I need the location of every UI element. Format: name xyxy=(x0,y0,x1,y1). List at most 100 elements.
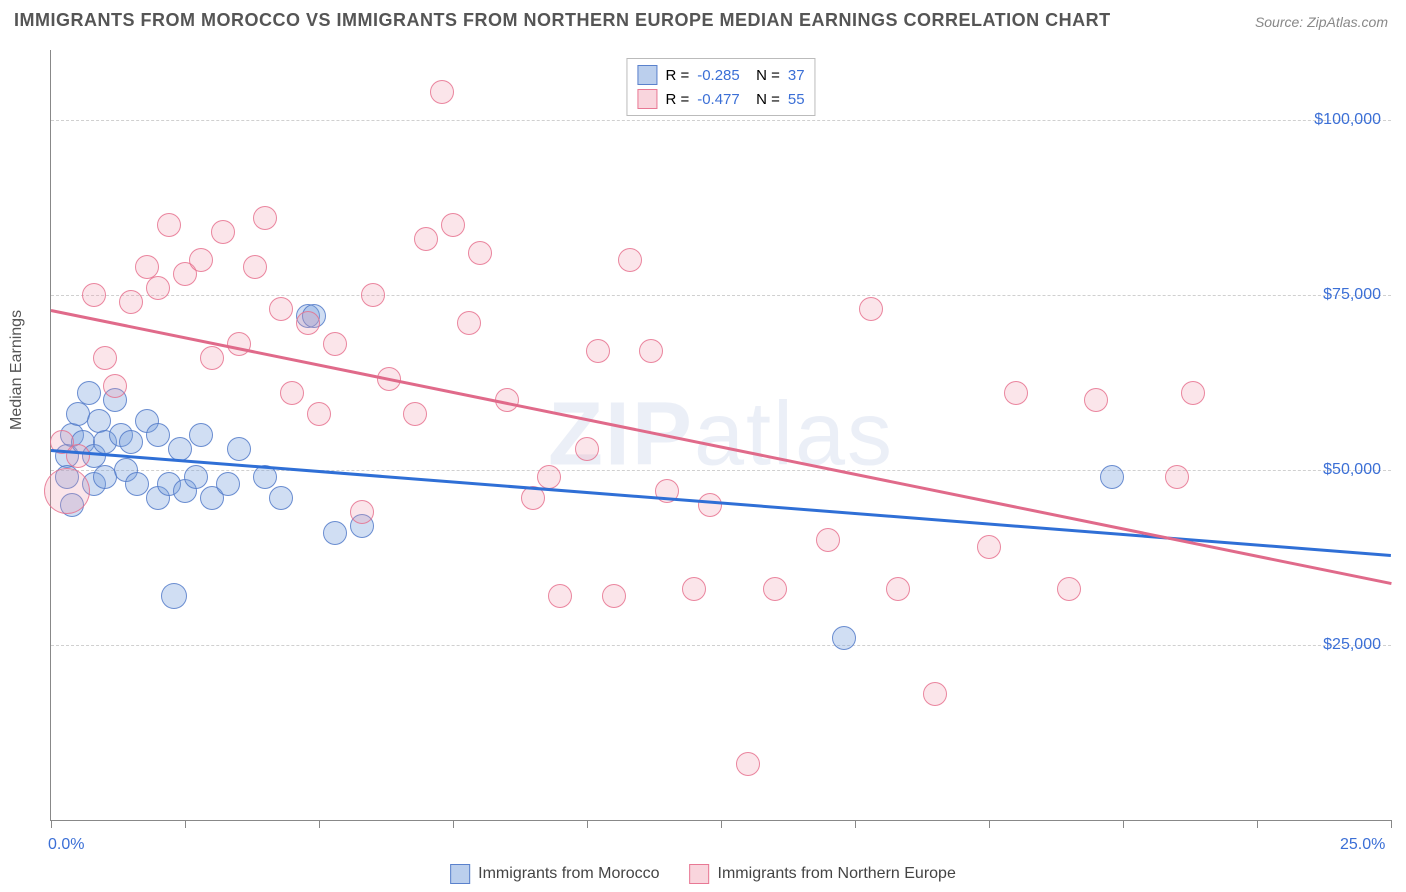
data-point xyxy=(77,381,101,405)
data-point xyxy=(103,374,127,398)
swatch-pink-icon xyxy=(690,864,710,884)
data-point xyxy=(253,206,277,230)
y-tick-label: $25,000 xyxy=(1323,636,1381,654)
data-point xyxy=(146,276,170,300)
data-point xyxy=(618,248,642,272)
stat-r-value-morocco: -0.285 xyxy=(697,67,740,84)
swatch-pink-icon xyxy=(637,89,657,109)
data-point xyxy=(763,577,787,601)
x-tick-label: 0.0% xyxy=(48,836,84,854)
trend-line xyxy=(51,309,1391,584)
data-point xyxy=(602,584,626,608)
gridline xyxy=(51,120,1391,121)
data-point xyxy=(1165,465,1189,489)
data-point xyxy=(161,583,187,609)
x-tick xyxy=(587,820,588,828)
data-point xyxy=(125,472,149,496)
data-point xyxy=(307,402,331,426)
correlation-stats-box: R = -0.285 N = 37 R = -0.477 N = 55 xyxy=(626,58,815,116)
data-point xyxy=(296,311,320,335)
stat-n-label: N = xyxy=(748,91,780,108)
data-point xyxy=(1004,381,1028,405)
data-point xyxy=(923,682,947,706)
data-point xyxy=(66,402,90,426)
y-axis-label: Median Earnings xyxy=(8,310,26,430)
legend-label-morocco: Immigrants from Morocco xyxy=(478,865,659,883)
data-point xyxy=(168,437,192,461)
x-tick xyxy=(1391,820,1392,828)
x-tick xyxy=(453,820,454,828)
data-point xyxy=(430,80,454,104)
x-tick xyxy=(319,820,320,828)
legend: Immigrants from Morocco Immigrants from … xyxy=(450,864,956,884)
data-point xyxy=(586,339,610,363)
data-point xyxy=(66,444,90,468)
gridline xyxy=(51,470,1391,471)
data-point xyxy=(1057,577,1081,601)
data-point xyxy=(682,577,706,601)
x-tick xyxy=(1257,820,1258,828)
stat-r-value-neurope: -0.477 xyxy=(697,91,740,108)
gridline xyxy=(51,645,1391,646)
stat-r-label: R = xyxy=(665,91,689,108)
data-point xyxy=(468,241,492,265)
data-point xyxy=(698,493,722,517)
stat-n-value-neurope: 55 xyxy=(788,91,805,108)
x-tick xyxy=(185,820,186,828)
data-point xyxy=(189,248,213,272)
legend-item-neurope: Immigrants from Northern Europe xyxy=(690,864,956,884)
data-point xyxy=(269,486,293,510)
data-point xyxy=(184,465,208,489)
plot-area: ZIPatlas R = -0.285 N = 37 R = -0.477 N … xyxy=(50,50,1391,821)
data-point xyxy=(146,423,170,447)
y-tick-label: $75,000 xyxy=(1323,286,1381,304)
data-point xyxy=(269,297,293,321)
x-tick xyxy=(1123,820,1124,828)
data-point xyxy=(227,437,251,461)
data-point xyxy=(361,283,385,307)
swatch-blue-icon xyxy=(450,864,470,884)
y-tick-label: $100,000 xyxy=(1314,111,1381,129)
x-tick-label: 25.0% xyxy=(1340,836,1385,854)
x-tick xyxy=(855,820,856,828)
data-point xyxy=(200,346,224,370)
data-point xyxy=(216,472,240,496)
x-tick xyxy=(51,820,52,828)
data-point xyxy=(832,626,856,650)
stats-row-neurope: R = -0.477 N = 55 xyxy=(637,87,804,111)
data-point xyxy=(82,283,106,307)
data-point xyxy=(350,500,374,524)
x-tick xyxy=(721,820,722,828)
source-attribution: Source: ZipAtlas.com xyxy=(1255,14,1388,30)
data-point xyxy=(243,255,267,279)
data-point xyxy=(403,402,427,426)
data-point xyxy=(457,311,481,335)
data-point xyxy=(323,521,347,545)
data-point xyxy=(157,213,181,237)
data-point xyxy=(119,290,143,314)
data-point xyxy=(93,465,117,489)
data-point xyxy=(280,381,304,405)
data-point xyxy=(859,297,883,321)
stats-row-morocco: R = -0.285 N = 37 xyxy=(637,63,804,87)
data-point xyxy=(548,584,572,608)
data-point xyxy=(227,332,251,356)
data-point xyxy=(1084,388,1108,412)
data-point xyxy=(323,332,347,356)
stat-r-label: R = xyxy=(665,67,689,84)
stat-n-label: N = xyxy=(748,67,780,84)
data-point xyxy=(537,465,561,489)
data-point xyxy=(414,227,438,251)
data-point xyxy=(93,346,117,370)
data-point xyxy=(977,535,1001,559)
chart-title: IMMIGRANTS FROM MOROCCO VS IMMIGRANTS FR… xyxy=(14,10,1111,31)
y-tick-label: $50,000 xyxy=(1323,461,1381,479)
data-point xyxy=(211,220,235,244)
data-point xyxy=(1181,381,1205,405)
data-point xyxy=(189,423,213,447)
stat-n-value-morocco: 37 xyxy=(788,67,805,84)
data-point xyxy=(44,468,90,514)
data-point xyxy=(816,528,840,552)
data-point xyxy=(119,430,143,454)
data-point xyxy=(575,437,599,461)
